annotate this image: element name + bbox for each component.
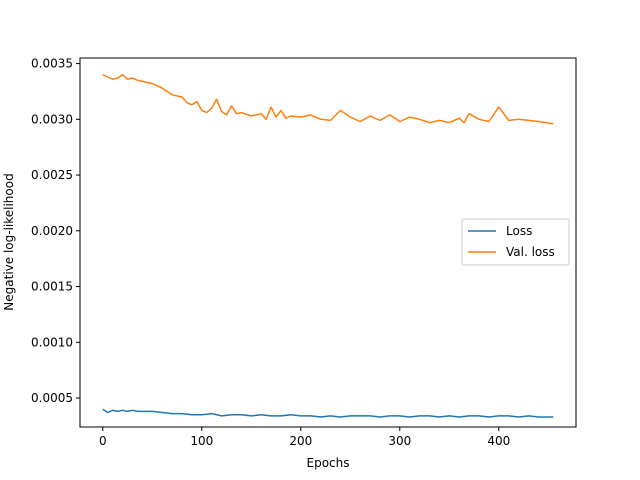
- series-line-loss: [102, 408, 554, 418]
- x-tick-label: 400: [487, 434, 510, 448]
- plot-area: [102, 73, 554, 418]
- y-tick-label: 0.0020: [31, 224, 73, 238]
- legend: Loss Val. loss: [461, 218, 570, 266]
- legend-label: Val. loss: [506, 245, 555, 259]
- y-tick-label: 0.0030: [31, 112, 73, 126]
- x-tick-label: 200: [289, 434, 312, 448]
- y-axis: 0.0005 0.0010 0.0015 0.0020 0.0025 0.0030 0.00…: [31, 57, 80, 405]
- axes-frame: [79, 57, 577, 428]
- x-axis-label: Epochs: [307, 456, 350, 470]
- y-tick-label: 0.0025: [31, 168, 73, 182]
- x-tick-label: 100: [190, 434, 213, 448]
- x-axis: 0 100 200 300 400: [99, 427, 510, 448]
- y-axis-label: Negative log-likelihood: [2, 173, 16, 310]
- legend-label: Loss: [506, 224, 532, 238]
- y-tick-label: 0.0010: [31, 335, 73, 349]
- y-tick-label: 0.0035: [31, 57, 73, 71]
- x-tick-label: 300: [388, 434, 411, 448]
- x-tick-label: 0: [99, 434, 107, 448]
- y-tick-label: 0.0015: [31, 280, 73, 294]
- series-line-val-loss: [102, 73, 554, 125]
- y-tick-label: 0.0005: [31, 391, 73, 405]
